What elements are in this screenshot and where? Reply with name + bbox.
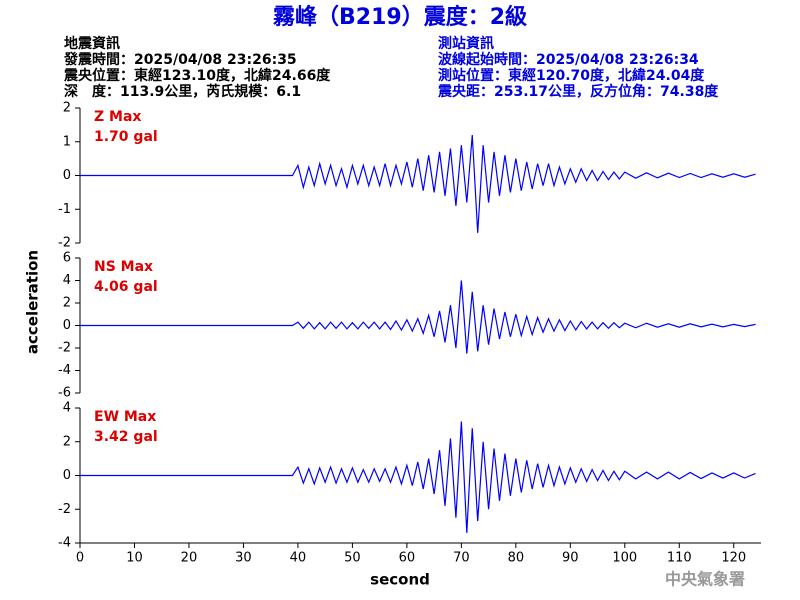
- y-tick-label: 4: [63, 273, 71, 288]
- info-line: 測站資訊: [438, 35, 494, 52]
- y-tick-label: -4: [58, 536, 71, 551]
- annotation: EW Max: [94, 409, 156, 425]
- y-tick-label: 0: [63, 318, 71, 333]
- x-tick-label: 20: [181, 551, 198, 566]
- info-line: 波線起始時間：2025/04/08 23:26:34: [438, 51, 699, 68]
- y-tick-label: 2: [63, 101, 71, 116]
- annotation: Z Max: [94, 109, 141, 125]
- info-line: 深 度：113.9公里，芮氏規模：6.1: [64, 83, 301, 100]
- x-tick-label: 70: [453, 551, 470, 566]
- x-tick-label: 90: [562, 551, 579, 566]
- y-tick-label: 0: [63, 468, 71, 483]
- y-tick-label: 1: [63, 134, 71, 149]
- y-tick-label: -1: [58, 202, 71, 217]
- x-tick-label: 80: [508, 551, 525, 566]
- info-line: 震央位置：東經123.10度，北緯24.66度: [63, 67, 331, 84]
- x-tick-label: 50: [344, 551, 361, 566]
- annotation: 1.70 gal: [94, 129, 158, 145]
- y-tick-label: 0: [63, 168, 71, 183]
- waveform: [80, 280, 756, 354]
- annotation: 3.42 gal: [94, 429, 158, 445]
- y-tick-label: 2: [63, 434, 71, 449]
- info-line: 發震時間：2025/04/08 23:26:35: [63, 51, 297, 68]
- x-tick-label: 0: [76, 551, 84, 566]
- x-tick-label: 60: [399, 551, 416, 566]
- info-line: 地震資訊: [64, 35, 120, 52]
- annotation: NS Max: [94, 259, 153, 275]
- info-line: 震央距：253.17公里，反方位角：74.38度: [437, 83, 719, 100]
- y-tick-label: -2: [58, 236, 71, 251]
- y-axis-label: acceleration: [24, 250, 42, 354]
- waveform: [80, 134, 756, 233]
- y-tick-label: -2: [58, 502, 71, 517]
- x-tick-label: 40: [290, 551, 307, 566]
- y-tick-label: -4: [58, 363, 71, 378]
- y-tick-label: -6: [58, 386, 71, 401]
- y-tick-label: 4: [63, 401, 71, 416]
- annotation: 4.06 gal: [94, 279, 158, 295]
- x-axis-label: second: [370, 571, 430, 589]
- footer: 中央氣象署: [665, 570, 745, 589]
- info-line: 測站位置：東經120.70度，北緯24.04度: [438, 67, 705, 84]
- x-tick-label: 110: [667, 551, 692, 566]
- y-tick-label: 2: [63, 296, 71, 311]
- y-tick-label: -2: [58, 341, 71, 356]
- waveform: [80, 421, 756, 533]
- x-tick-label: 100: [612, 551, 637, 566]
- x-tick-label: 30: [235, 551, 252, 566]
- y-tick-label: 6: [63, 251, 71, 266]
- chart-title: 霧峰（B219）震度：2級: [272, 4, 527, 30]
- x-tick-label: 120: [721, 551, 746, 566]
- x-tick-label: 10: [126, 551, 143, 566]
